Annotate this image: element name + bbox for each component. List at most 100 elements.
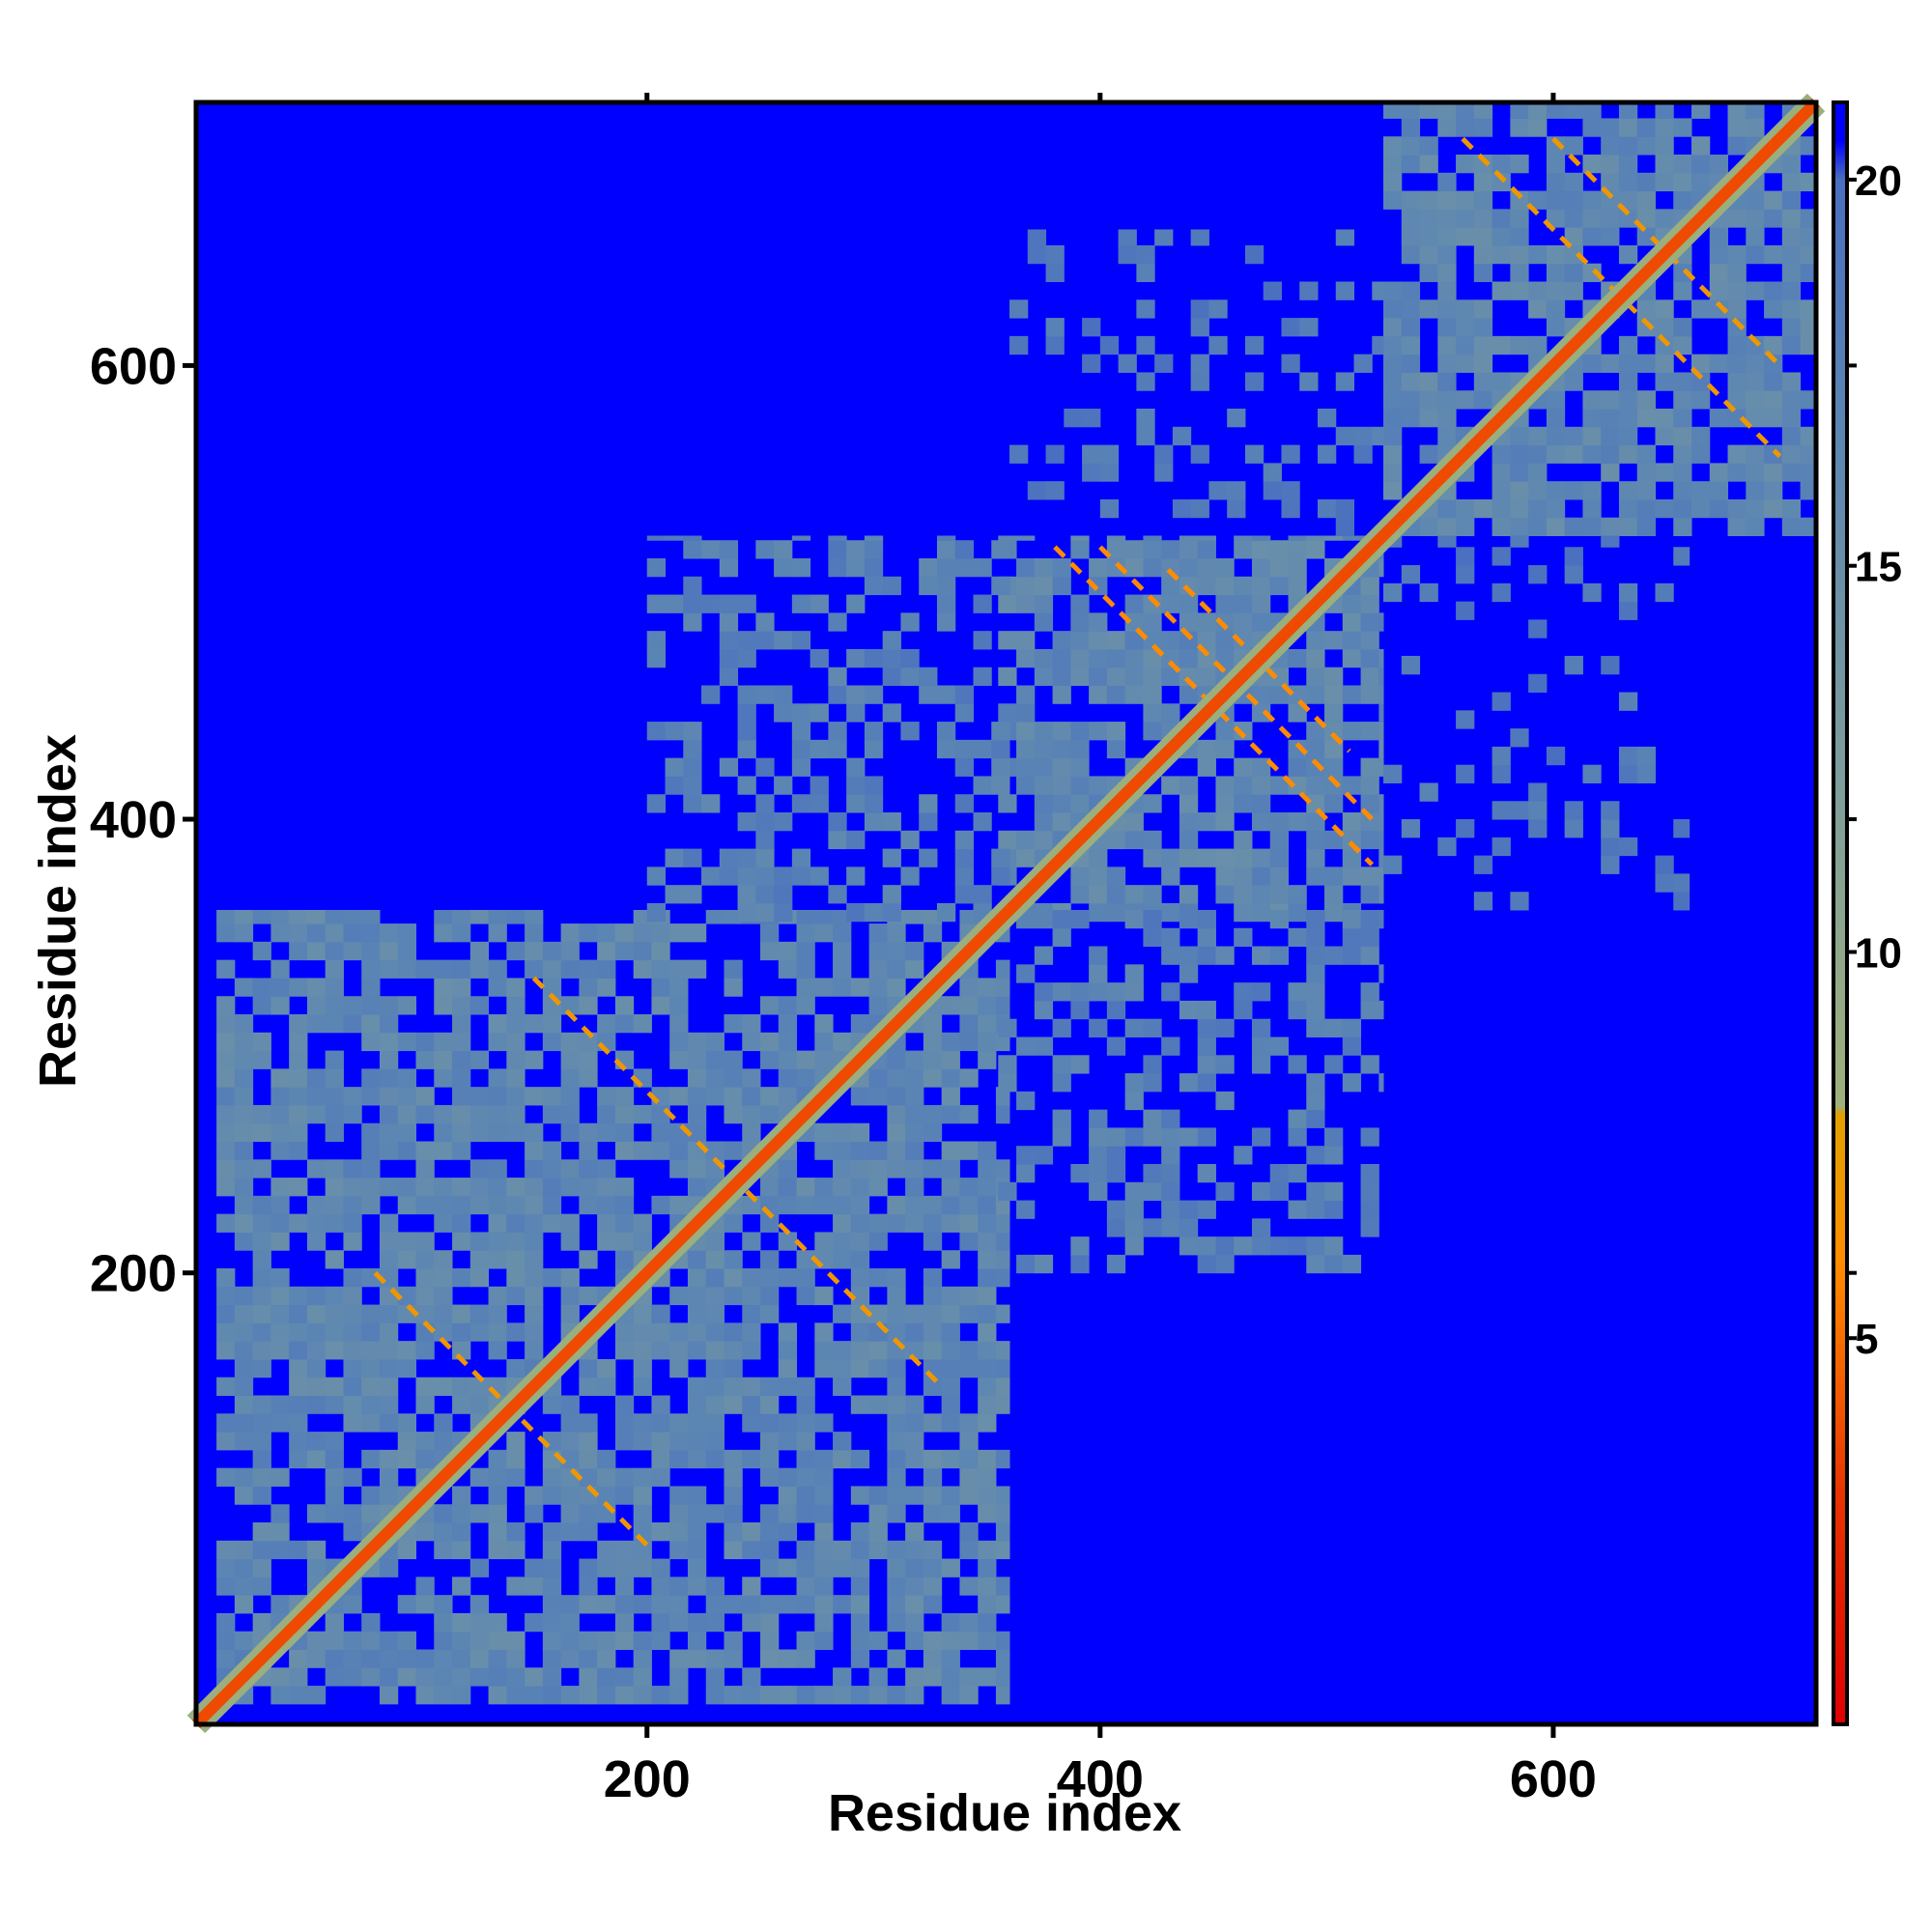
contact-cell (633, 1631, 652, 1651)
contact-cell (379, 923, 399, 943)
contact-cell (791, 848, 811, 867)
contact-cell (434, 909, 453, 924)
contact-cell (1263, 463, 1282, 482)
contact-cell (864, 685, 884, 704)
contact-cell (1342, 1037, 1362, 1056)
contact-cell (361, 1159, 381, 1179)
contact-cell (1437, 837, 1457, 857)
contact-cell (1510, 209, 1529, 228)
contact-cell (1673, 372, 1692, 391)
contact-cell (742, 1395, 761, 1414)
contact-cell (810, 648, 829, 668)
contact-cell (1089, 885, 1108, 904)
contact-cell (1161, 1218, 1180, 1237)
contact-cell (683, 848, 702, 867)
contact-cell (1034, 1146, 1054, 1165)
contact-cell (434, 1322, 453, 1342)
contact-cell (1197, 848, 1216, 867)
contact-cell (343, 996, 362, 1015)
contact-cell (646, 867, 667, 886)
contact-cell (778, 1087, 798, 1106)
contact-cell (1546, 263, 1566, 283)
contact-cell (646, 722, 667, 741)
contact-cell (978, 978, 997, 997)
contact-cell (1052, 631, 1071, 650)
contact-cell (579, 1467, 598, 1487)
contact-cell (542, 1667, 562, 1687)
contact-cell (542, 1595, 562, 1614)
contact-cell (325, 1178, 344, 1197)
contact-cell (1673, 444, 1692, 464)
contact-cell (887, 1486, 906, 1505)
contact-cell (1118, 244, 1137, 265)
contact-cell (919, 685, 938, 704)
contact-cell (1269, 685, 1290, 704)
contact-cell (1124, 1091, 1144, 1111)
contact-cell (1161, 703, 1180, 723)
contact-cell (252, 1032, 271, 1052)
contact-cell (488, 1232, 507, 1251)
contact-cell (1016, 557, 1036, 578)
contact-cell (1045, 263, 1065, 283)
contact-cell (998, 535, 1017, 541)
contact-cell (325, 959, 344, 979)
contact-cell (991, 722, 1010, 741)
contact-cell (1034, 794, 1054, 813)
contact-cell (1288, 757, 1307, 777)
contact-cell (669, 996, 689, 1015)
contact-cell (1034, 722, 1054, 741)
contact-cell (633, 1322, 652, 1342)
contact-cell (1618, 244, 1638, 265)
contact-cell (542, 1540, 562, 1560)
contact-cell (864, 540, 884, 559)
contact-cell (1052, 1127, 1071, 1147)
contact-cell (959, 1612, 979, 1633)
contact-cell (1618, 517, 1638, 537)
contact-cell (687, 1032, 707, 1052)
contact-cell (1673, 498, 1692, 519)
contact-cell (687, 1413, 707, 1433)
contact-cell (597, 1087, 616, 1106)
contact-cell (1582, 444, 1602, 464)
contact-cell (270, 1341, 290, 1360)
contact-cell (506, 941, 526, 961)
contact-cell (978, 1377, 997, 1397)
contact-cell (778, 1232, 798, 1251)
contact-cell (683, 612, 702, 632)
contact-cell (1636, 444, 1656, 464)
contact-cell (646, 594, 667, 613)
contact-cell (1124, 885, 1144, 904)
contact-cell (1215, 631, 1235, 650)
contact-cell (1306, 739, 1325, 759)
contact-cell (1456, 547, 1475, 566)
contact-cell (270, 1213, 290, 1233)
contact-cell (306, 1377, 327, 1397)
contact-cell (814, 1558, 834, 1577)
contact-cell (1070, 631, 1090, 650)
contact-cell (1154, 463, 1174, 482)
contact-cell (397, 1341, 417, 1360)
contact-cell (1636, 318, 1656, 337)
contact-cell (1528, 102, 1548, 119)
contact-cell (1306, 535, 1325, 541)
contact-cell (1306, 848, 1325, 867)
contact-cell (1251, 540, 1271, 559)
contact-cell (936, 535, 956, 541)
contact-cell (1335, 372, 1355, 391)
contact-cell (1673, 426, 1692, 446)
contact-cell (959, 1667, 979, 1687)
contact-cell (1082, 318, 1101, 337)
contact-cell (1251, 1181, 1271, 1202)
contact-cell (1179, 946, 1199, 965)
contact-cell (506, 1268, 526, 1288)
contact-cell (905, 1449, 924, 1469)
contact-cell (1383, 136, 1403, 156)
contact-cell (415, 959, 435, 979)
contact-cell (1510, 728, 1529, 748)
contact-cell (1082, 409, 1101, 428)
contact-cell (1342, 685, 1362, 704)
contact-cell (760, 1286, 780, 1306)
contact-cell (978, 1013, 997, 1034)
contact-cell (1673, 190, 1692, 210)
contact-cell (1244, 372, 1264, 391)
